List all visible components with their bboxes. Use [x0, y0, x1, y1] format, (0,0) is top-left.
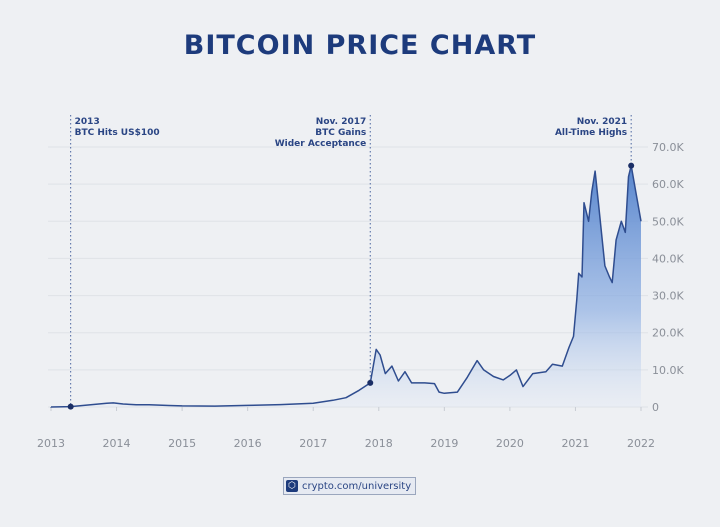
y-tick-label: 0	[652, 401, 659, 414]
annotation-marker	[367, 379, 374, 386]
y-tick-label: 30.0K	[652, 290, 684, 303]
x-tick-label: 2014	[103, 437, 131, 450]
annotation-marker	[67, 403, 74, 410]
x-tick-label: 2013	[37, 437, 65, 450]
x-tick-label: 2016	[234, 437, 262, 450]
annotation-text: Nov. 2017	[316, 117, 366, 127]
chart-title: BITCOIN PRICE CHART	[183, 30, 537, 61]
annotation-text: BTC Hits US$100	[75, 128, 160, 138]
x-tick-label: 2015	[168, 437, 196, 450]
x-tick-label: 2022	[627, 437, 655, 450]
x-tick-label: 2017	[299, 437, 327, 450]
y-tick-label: 20.0K	[652, 327, 684, 340]
crypto-com-university-badge[interactable]: ⬡ crypto.com/university	[283, 477, 417, 495]
y-tick-label: 40.0K	[652, 252, 684, 265]
y-tick-label: 60.0K	[652, 178, 684, 191]
annotation-text: BTC Gains	[315, 128, 366, 138]
price-line	[50, 164, 642, 408]
y-tick-label: 10.0K	[652, 364, 684, 377]
x-tick-label: 2019	[430, 437, 458, 450]
annotation-text: Nov. 2021	[577, 117, 627, 127]
annotation-marker	[628, 162, 635, 169]
x-tick-label: 2021	[561, 437, 589, 450]
x-tick-label: 2020	[496, 437, 524, 450]
footer-text: crypto.com/university	[302, 480, 412, 492]
annotation-text: 2013	[75, 117, 100, 127]
annotation-text: Wider Acceptance	[275, 139, 367, 149]
y-tick-label: 50.0K	[652, 215, 684, 228]
price-area-fill	[51, 165, 641, 407]
x-tick-label: 2018	[365, 437, 393, 450]
y-tick-label: 70.0K	[652, 141, 684, 154]
crypto-com-logo-icon: ⬡	[286, 480, 298, 492]
annotation-text: All-Time Highs	[555, 128, 627, 138]
